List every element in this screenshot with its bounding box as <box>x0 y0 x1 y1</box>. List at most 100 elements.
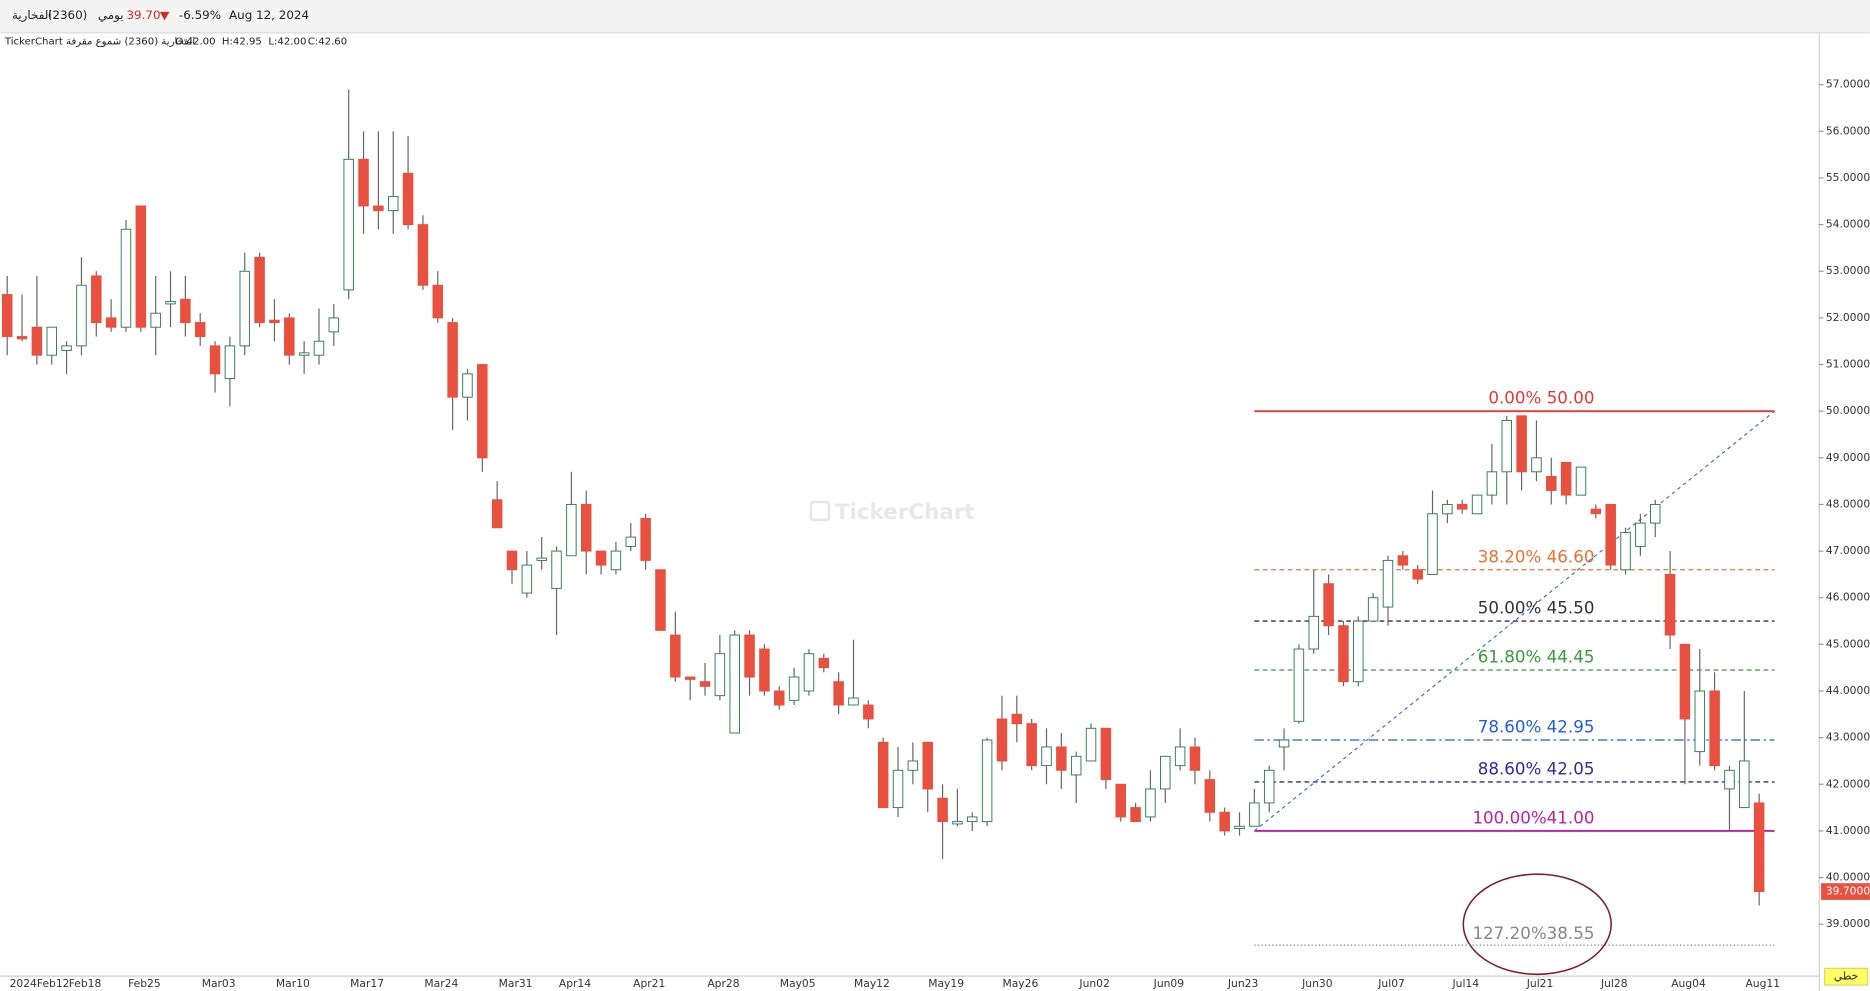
candle-body <box>1145 788 1156 818</box>
y-tick-label: 43.0000 <box>1826 731 1870 744</box>
y-tick-label: 47.0000 <box>1826 544 1870 557</box>
candle-body <box>937 797 948 823</box>
candle-body <box>967 816 978 823</box>
x-tick-label: Feb25 <box>128 977 161 990</box>
candle-body <box>1471 494 1483 515</box>
x-tick-label: Jul14 <box>1452 977 1480 990</box>
candle-body <box>1694 690 1706 753</box>
x-tick-label: 2024Feb12 <box>10 977 70 990</box>
candle-body <box>1753 802 1765 893</box>
candle-body <box>269 319 280 324</box>
candle-body <box>699 681 711 687</box>
top-bar <box>0 0 1870 33</box>
x-tick-label: Mar24 <box>424 977 458 990</box>
y-tick-label: 52.0000 <box>1826 311 1870 324</box>
candle-body <box>373 205 384 212</box>
candle-body <box>1501 420 1513 473</box>
candle-body <box>1293 648 1305 722</box>
candle-body <box>1516 415 1527 473</box>
x-tick-label: May12 <box>854 977 890 990</box>
fib-label: 100.00%41.00 <box>1472 808 1594 827</box>
candle-body <box>580 503 592 552</box>
candle-body <box>803 653 815 692</box>
candle-body <box>1664 573 1676 636</box>
ohlc-close: C:42.60 <box>308 37 347 48</box>
candle-body <box>224 345 236 379</box>
candle-body <box>150 312 161 328</box>
candle-body <box>1070 755 1082 776</box>
candle-body <box>610 550 622 571</box>
candle-body <box>417 224 429 286</box>
candle-body <box>91 275 102 324</box>
fib-label: 127.20%38.55 <box>1472 924 1594 943</box>
candle-body <box>981 739 993 823</box>
candle-body <box>477 364 488 459</box>
x-tick-label: May26 <box>1002 977 1038 990</box>
x-tick-label: Apr28 <box>707 977 739 990</box>
candle-body <box>655 569 666 631</box>
y-tick-label: 46.0000 <box>1826 591 1870 604</box>
candle-body <box>1367 597 1379 622</box>
date: Aug 12, 2024 <box>229 8 309 22</box>
candle-body <box>76 284 87 347</box>
candle-body <box>714 653 726 697</box>
y-tick-label: 57.0000 <box>1826 78 1870 91</box>
candle-body <box>1739 760 1750 809</box>
candle-body <box>521 564 533 594</box>
y-tick-label: 49.0000 <box>1826 451 1870 464</box>
x-tick-label: Jun30 <box>1301 977 1333 990</box>
down-arrow <box>159 11 170 21</box>
stock-code: (2360) <box>48 8 88 22</box>
candle-body <box>1204 779 1216 813</box>
legend-title: TickerChart الفخارية (2360) شموع مقرفة <box>4 37 195 48</box>
candle-body <box>1338 625 1349 683</box>
candle-body <box>952 821 963 825</box>
y-tick-label: 55.0000 <box>1826 171 1870 184</box>
x-tick-label: Mar03 <box>202 977 236 990</box>
candle-body <box>16 336 28 340</box>
candle-body <box>284 317 295 356</box>
candle-body <box>491 499 503 529</box>
y-tick-label: 44.0000 <box>1826 684 1870 697</box>
candle-body <box>1442 503 1453 515</box>
watermark: TickerChart <box>835 500 975 525</box>
candle-body <box>343 158 354 291</box>
candle-body <box>46 326 57 356</box>
y-tick-label: 41.0000 <box>1826 824 1870 837</box>
candle-body <box>1278 739 1290 748</box>
candle-body <box>1160 755 1171 790</box>
candle-body <box>1026 723 1037 767</box>
candle-body <box>105 317 117 328</box>
candle-body <box>996 718 1008 762</box>
y-tick-label: 53.0000 <box>1826 264 1870 277</box>
candle-body <box>848 697 859 706</box>
candle-body <box>254 256 265 324</box>
candle-body <box>1011 713 1023 725</box>
candle-body <box>1412 569 1423 580</box>
style-label[interactable]: خطي <box>1834 970 1858 983</box>
candle-body <box>180 298 191 324</box>
candle-body <box>1590 508 1602 515</box>
stock-name: الفخارية <box>12 8 52 23</box>
candle-body <box>328 317 340 333</box>
candle-body <box>729 634 740 734</box>
candle-body <box>1100 727 1112 781</box>
x-tick-label: Apr14 <box>559 977 591 990</box>
x-tick-label: Aug04 <box>1671 977 1706 990</box>
candle-body <box>788 676 800 701</box>
candle-body <box>432 284 444 319</box>
fib-label: 38.20% 46.60 <box>1478 547 1595 566</box>
candle-body <box>1263 769 1275 804</box>
x-tick-label: Aug11 <box>1745 977 1780 990</box>
candle-body <box>1397 555 1409 566</box>
candle-body <box>1635 522 1646 547</box>
y-tick-label: 50.0000 <box>1826 404 1870 417</box>
candle-body <box>922 741 933 790</box>
period: يومي <box>98 8 124 23</box>
candle-body <box>877 741 889 809</box>
x-tick-label: Jul07 <box>1377 977 1405 990</box>
style-button[interactable] <box>1824 967 1869 986</box>
candle-body <box>194 322 206 338</box>
candle-body <box>1605 503 1616 566</box>
